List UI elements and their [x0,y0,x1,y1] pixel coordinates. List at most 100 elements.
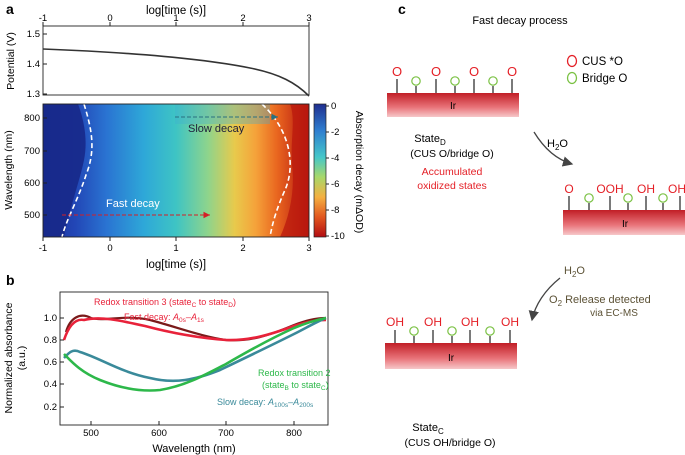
colorbar-tick: -4 [331,153,339,164]
h2o-label-1: H2O [547,138,568,152]
cus-o: O [507,64,517,79]
bottom-tick-label: 0 [107,243,112,254]
curve-red [62,317,327,342]
accumulated-line2: oxidized states [417,180,486,192]
top-tick-label: 3 [306,13,311,24]
reaction-arrow-2 [528,277,561,322]
bottom-adsorbate: OH [386,315,404,329]
accumulated-line1: Accumulated [422,166,483,178]
spectra-ytick: 0.2 [44,402,57,413]
mid-adsorbate: O [564,182,573,196]
spectra-y-ticks: 1.0 0.8 0.6 0.4 0.2 [44,313,64,413]
bridge-o-icon [623,193,633,203]
redox2-label: Redox transition 2 [258,368,331,378]
cus-o: O [392,64,402,79]
legend: CUS *O Bridge O [566,54,627,85]
legend-bridge-label: Bridge O [582,73,627,85]
bottom-adsorbate: OH [461,315,479,329]
spectra-ylabel-2: (a.u.) [16,346,28,371]
spectra-xtick: 700 [218,428,234,439]
ir-slab [563,210,685,235]
potential-ylabel: Potential (V) [5,32,17,90]
potential-tick-label: 1.3 [27,89,40,100]
fast-decay-label: Fast decay [106,198,160,210]
o2-release-line1: O2 Release detected [549,294,651,308]
redox3-label: Redox transition 3 (stateC to stateD) [94,297,236,309]
boundary-right [261,103,291,238]
panel-label-c: c [398,1,406,17]
slow-decay-formula: Slow decay: A100s–A200s [217,397,314,409]
panel-c-title: Fast decay process [472,15,568,27]
bridge-o-icon [485,326,495,336]
bottom-tick-label: 3 [306,243,311,254]
mid-adsorbate: OOH [596,182,623,196]
curve-green [63,316,327,392]
reaction-arrow-1 [533,131,574,167]
mid-adsorbate: OH [637,182,655,196]
h2o-label-2: H2O [564,265,585,279]
spectra-ytick: 0.8 [44,335,57,346]
top-tick-label: 2 [240,13,245,24]
spectra-xtick: 500 [83,428,99,439]
slab-intermediate: Ir O OOH OH OH [563,182,685,235]
top-tick-label: 0 [107,13,112,24]
spectra-xlabel: Wavelength (nm) [152,443,235,455]
slab-state-d: Ir O O O O [387,64,519,117]
ir-slab [387,93,519,117]
bridge-o-icon [411,76,421,86]
spectra-ytick: 1.0 [44,313,57,324]
bottom-tick-label: 2 [240,243,245,254]
spectra-ytick: 0.4 [44,379,57,390]
bridge-o-icon [488,76,498,86]
bottom-adsorbate: OH [501,315,519,329]
potential-tick-label: 1.5 [27,29,40,40]
potential-plot: -1 0 1 2 3 1.5 1.4 1.3 Potential (V) [5,13,312,100]
potential-curve [42,48,310,97]
state-c-desc: (CUS OH/bridge O) [404,437,495,449]
heatmap: Slow decay Fast decay 800 700 600 500 -1… [3,103,312,271]
panel-label-a: a [6,1,14,17]
state-c-label: StateC [412,422,444,436]
potential-y-ticks: 1.5 1.4 1.3 [27,29,47,100]
legend-cus-label: CUS *O [582,56,623,68]
bottom-tick-label: -1 [39,243,47,254]
spectra-ylabel-1: Normalized absorbance [3,302,15,413]
heatmap-ytick: 600 [24,178,40,189]
potential-tick-label: 1.4 [27,59,40,70]
mid-adsorbate: OH [668,182,685,196]
heatmap-ytick: 800 [24,113,40,124]
heatmap-y-ticks: 800 700 600 500 [24,113,47,221]
spectra-ytick: 0.6 [44,357,57,368]
top-tick-label: -1 [39,13,47,24]
curve-teal [63,316,327,383]
ir-slab [385,343,517,369]
bottom-tick-label: 1 [173,243,178,254]
bridge-o-icon [447,326,457,336]
slab-state-c: Ir OH OH OH OH [385,315,519,369]
o2-release-line2: via EC-MS [590,308,638,319]
colorbar-tick: -8 [331,205,339,216]
bridge-o-icon [584,193,594,203]
state-d-desc: (CUS O/bridge O) [410,148,493,160]
state-d-label: StateD [414,133,446,147]
colorbar: 0 -2 -4 -6 -8 -10 Absorption decay (mΔOD… [313,101,365,242]
ir-label: Ir [448,353,455,364]
heatmap-ytick: 500 [24,210,40,221]
heatmap-ytick: 700 [24,146,40,157]
heatmap-ylabel: Wavelength (nm) [3,130,15,210]
legend-bridge-icon [566,71,578,85]
slow-decay-label: Slow decay [188,123,245,135]
bridge-o-icon [450,76,460,86]
top-axis-ticks: -1 0 1 2 3 [39,13,312,26]
spectra-xtick: 600 [151,428,167,439]
cus-o: O [431,64,441,79]
spectra-plot: 1.0 0.8 0.6 0.4 0.2 500 600 700 800 Wave… [3,291,331,455]
colorbar-label: Absorption decay (mΔOD) [353,111,365,234]
bridge-o-icon [409,326,419,336]
fast-decay-formula: Fast decay: A0s–A1s [124,312,205,324]
colorbar-tick: -6 [331,179,339,190]
redox2-states: (stateB to stateC) [262,380,329,392]
spectra-x-ticks: 500 600 700 800 [83,421,302,439]
bottom-adsorbate: OH [424,315,442,329]
